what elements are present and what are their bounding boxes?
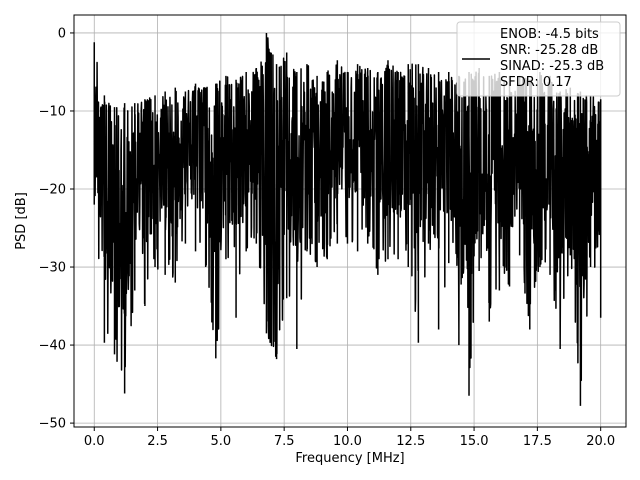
x-tick-label: 20.0 bbox=[586, 434, 615, 449]
plot-frame bbox=[73, 14, 627, 428]
axis-labels: Frequency [MHz] PSD [dB] bbox=[14, 192, 405, 466]
x-tick-label: 10.0 bbox=[333, 434, 362, 449]
legend-entry: ENOB: -4.5 bits SNR: -25.28 dB SINAD: -25.… bbox=[500, 27, 604, 90]
y-tick-label: −50 bbox=[39, 417, 66, 432]
x-tick-label: 15.0 bbox=[460, 434, 489, 449]
x-tick-label: 7.5 bbox=[274, 434, 295, 449]
plot-series bbox=[93, 32, 602, 406]
y-tick-label: −10 bbox=[39, 104, 66, 119]
x-tick-label: 5.0 bbox=[211, 434, 232, 449]
x-tick-label: 17.5 bbox=[523, 434, 552, 449]
y-axis-label: PSD [dB] bbox=[14, 192, 29, 250]
x-axis-label: Frequency [MHz] bbox=[295, 451, 404, 466]
y-tick-label: −40 bbox=[39, 339, 66, 354]
ticks: 0.0 2.5 5.0 7.5 10.0 12.5 15.0 17.5 20.0 0 −10 −20 −… bbox=[39, 26, 616, 449]
y-tick-label: −20 bbox=[39, 183, 66, 198]
psd-series-line bbox=[93, 32, 602, 406]
y-tick-label: −30 bbox=[39, 261, 66, 276]
x-tick-label: 2.5 bbox=[147, 434, 168, 449]
y-tick-label: 0 bbox=[58, 26, 66, 41]
x-tick-label: 12.5 bbox=[396, 434, 425, 449]
legend-box bbox=[456, 21, 621, 97]
legend: ENOB: -4.5 bits SNR: -25.28 dB SINAD: -25.… bbox=[456, 21, 621, 97]
x-tick-label: 0.0 bbox=[84, 434, 105, 449]
